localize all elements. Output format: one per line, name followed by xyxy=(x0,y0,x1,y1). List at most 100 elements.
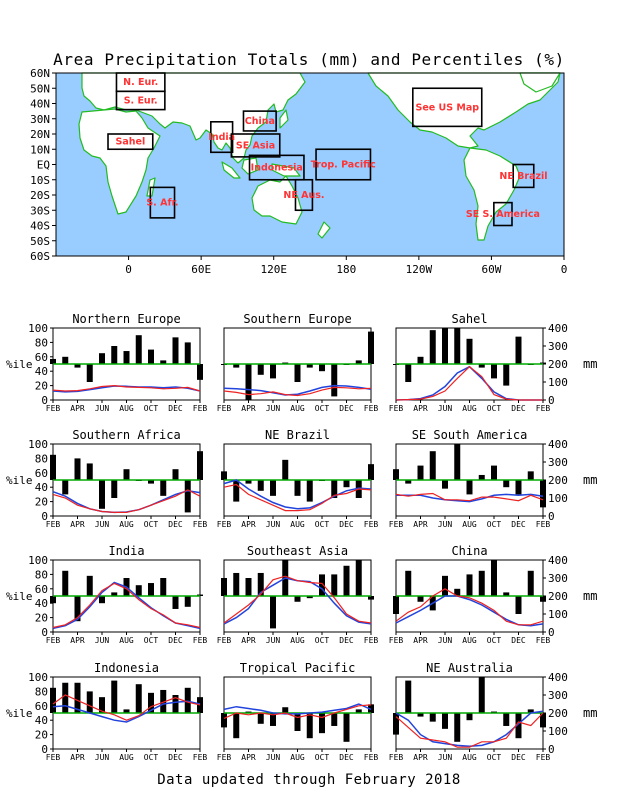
chart-panel: Tropical Pacific FEB APR JUN AUG OCT DEC FEB xyxy=(217,661,379,762)
percentile-bar xyxy=(491,465,497,480)
percentile-bar xyxy=(454,444,461,480)
percentile-bar xyxy=(331,574,338,596)
percentile-bar xyxy=(123,469,130,480)
percentile-bar xyxy=(294,480,301,496)
percentile-bar xyxy=(86,575,93,596)
percentile-bar xyxy=(442,328,448,364)
percentile-bar xyxy=(478,677,485,713)
percentile-bar xyxy=(478,570,485,596)
pct-tick-label: 20 xyxy=(35,612,48,625)
percentile-bar xyxy=(368,596,374,600)
percentile-bar xyxy=(393,469,399,480)
month-tick-label: JUN xyxy=(266,636,281,645)
percentile-bar xyxy=(257,364,264,375)
percentile-bar xyxy=(50,687,56,713)
newguinea-landmass xyxy=(271,163,301,177)
percentile-bar xyxy=(172,469,179,480)
percentile-bar xyxy=(442,575,448,596)
pct-tick-label: 80 xyxy=(35,685,48,698)
percentile-bar xyxy=(343,713,350,742)
lon-tick-label: 60W xyxy=(481,263,501,276)
percentile-bar xyxy=(540,596,546,602)
percentile-bar xyxy=(172,596,179,609)
percentile-bar xyxy=(466,338,473,364)
mm-tick-label: 200 xyxy=(548,590,568,603)
month-tick-label: OCT xyxy=(315,753,330,762)
month-tick-label: APR xyxy=(70,520,85,529)
percentile-bar xyxy=(515,713,522,739)
month-tick-label: JUN xyxy=(266,404,281,413)
current-mm-line xyxy=(52,694,201,721)
lat-tick-label: 40S xyxy=(30,220,50,233)
percentile-bar xyxy=(491,560,497,596)
pct-tick-label: 100 xyxy=(28,671,48,684)
percentile-bar xyxy=(319,364,325,372)
current-mm-line xyxy=(395,588,544,626)
mm-tick-label: 300 xyxy=(548,340,568,353)
pct-tick-label: 20 xyxy=(35,380,48,393)
percentile-bar xyxy=(50,596,56,604)
panel-title: Northern Europe xyxy=(72,312,180,326)
region-box xyxy=(115,90,166,111)
percentile-bar xyxy=(111,480,118,498)
month-tick-label: OCT xyxy=(487,753,502,762)
lat-tick-label: 30N xyxy=(30,113,50,126)
panel-title: Indonesia xyxy=(94,661,159,675)
percentile-bar xyxy=(319,713,325,734)
month-tick-label: AUG xyxy=(119,520,134,529)
percentile-bar xyxy=(454,328,461,364)
month-tick-label: JUN xyxy=(438,404,453,413)
month-tick-label: OCT xyxy=(487,404,502,413)
percentile-bar xyxy=(306,364,313,368)
percentile-bar xyxy=(466,480,473,495)
month-tick-label: JUN xyxy=(95,404,110,413)
lon-tick-label: 0 xyxy=(561,263,568,276)
month-tick-label: FEB xyxy=(217,404,232,413)
percentile-bar xyxy=(331,364,338,397)
month-tick-label: OCT xyxy=(144,753,159,762)
lat-tick-label: 10N xyxy=(30,143,50,156)
month-tick-label: FEB xyxy=(217,520,232,529)
month-tick-label: FEB xyxy=(536,520,551,529)
mm-tick-label: 0 xyxy=(548,510,555,523)
pct-tick-label: 0 xyxy=(41,626,48,639)
chart-panel: Southeast Asia FEB APR JUN AUG OCT DEC FEB xyxy=(217,544,379,645)
percentile-bar xyxy=(62,356,69,364)
month-tick-label: DEC xyxy=(511,520,526,529)
percentile-bar xyxy=(417,356,424,364)
percentile-bar xyxy=(368,464,374,480)
percentile-bar xyxy=(221,713,227,728)
region-label: SE Asia xyxy=(236,140,275,151)
region-label: SE S. America xyxy=(466,209,540,220)
month-tick-label: DEC xyxy=(339,636,354,645)
percentile-bar xyxy=(111,346,118,364)
month-tick-label: AUG xyxy=(462,520,477,529)
month-tick-label: OCT xyxy=(487,636,502,645)
percentile-bar xyxy=(111,592,118,596)
lat-tick-label: 60S xyxy=(30,250,50,263)
lat-tick-label: 20N xyxy=(30,128,50,141)
mm-tick-label: 0 xyxy=(548,743,555,756)
percentile-bar xyxy=(99,697,105,713)
percentile-bar xyxy=(331,480,338,498)
percentile-bar xyxy=(515,336,522,364)
month-tick-label: OCT xyxy=(315,404,330,413)
region-label: China xyxy=(245,116,275,127)
pct-tick-label: 60 xyxy=(35,467,48,480)
month-tick-label: FEB xyxy=(364,636,379,645)
percentile-bar xyxy=(184,342,191,364)
mm-axis-label: mm xyxy=(583,589,597,603)
percentile-bar xyxy=(540,480,546,508)
percentile-bar xyxy=(405,570,412,596)
percentile-bar xyxy=(527,709,534,713)
mm-tick-label: 200 xyxy=(548,358,568,371)
percentile-bar xyxy=(503,592,510,596)
region-box xyxy=(493,201,513,227)
percentile-bar xyxy=(62,480,69,495)
pct-tick-label: 80 xyxy=(35,452,48,465)
month-tick-label: JUN xyxy=(266,520,281,529)
pct-tick-label: 60 xyxy=(35,700,48,713)
percentile-bar xyxy=(442,480,448,489)
